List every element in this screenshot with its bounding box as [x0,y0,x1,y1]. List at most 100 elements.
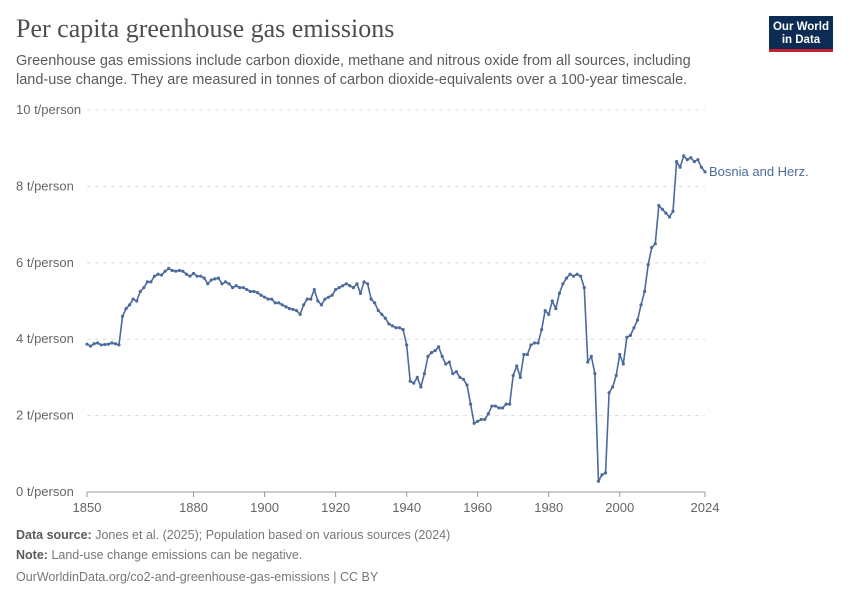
y-tick-label: 6 t/person [16,255,74,270]
data-point [412,381,416,385]
data-point [383,316,387,320]
data-point [415,375,419,379]
data-point [568,272,572,276]
data-point [703,170,707,174]
data-point [525,352,530,357]
data-point [103,342,107,347]
data-point [682,154,686,158]
data-point [532,341,537,345]
footer-note: Note: Land-use change emissions can be n… [16,548,302,562]
data-point [120,314,125,318]
data-point [603,471,608,475]
data-point [540,328,544,332]
data-point [607,391,611,395]
footer-url[interactable]: OurWorldinData.org/co2-and-greenhouse-ga… [16,570,379,584]
data-point [380,312,384,316]
data-point [149,280,153,284]
x-tick-label: 1850 [73,500,102,515]
data-point [511,373,515,378]
data-point [582,286,586,290]
data-point [145,280,149,284]
data-point [621,362,625,366]
owid-logo[interactable]: Our World in Data [769,16,833,52]
data-point [213,277,217,281]
data-point [199,274,203,278]
data-point [689,156,693,160]
data-point [202,276,206,280]
data-point [518,375,522,379]
data-point [429,350,434,355]
data-point [664,211,668,215]
data-point [273,301,277,305]
data-point [493,404,498,408]
data-point [341,284,345,288]
data-point [422,371,427,376]
data-point [394,326,398,330]
data-point [206,282,210,286]
data-point [490,404,494,408]
data-point [536,341,540,345]
data-point [106,342,110,346]
data-point [618,352,622,357]
data-point [635,318,640,322]
data-point [593,371,597,376]
data-point [444,362,448,366]
y-tick-label: 8 t/person [16,178,74,193]
data-point [628,333,633,337]
data-point [575,272,579,276]
data-point [447,360,451,364]
data-point [401,328,405,332]
data-point [355,282,359,286]
data-point [298,312,302,316]
data-point [476,419,480,423]
data-point [259,293,263,297]
data-point [245,287,249,292]
data-point [437,345,441,349]
data-point [461,377,466,381]
data-point [252,289,256,294]
data-point [191,271,196,276]
data-point [643,289,647,294]
data-point [309,297,313,301]
data-point [238,286,242,290]
data-point [231,286,235,290]
data-point [387,322,391,326]
data-point [216,276,221,280]
data-point [692,159,696,164]
data-point [454,370,458,374]
data-point [234,284,238,288]
data-point [326,295,331,299]
data-point [351,286,355,290]
y-tick-label: 0 t/person [16,484,74,499]
data-point [156,272,160,276]
data-point [419,385,423,389]
x-tick-label: 1980 [534,500,563,515]
data-point [287,307,292,311]
data-point [135,299,139,303]
data-point [554,307,558,311]
data-point [497,406,501,410]
data-point [316,299,320,303]
logo-line-1: Our World [772,21,829,33]
data-point [586,360,590,364]
data-point [344,282,348,286]
data-point [440,354,444,358]
data-point [408,379,412,383]
data-point [699,165,704,169]
data-point [305,297,309,301]
data-point [184,272,189,276]
data-point [472,421,476,425]
data-point [280,303,284,307]
data-point [579,274,583,278]
data-point [589,354,593,358]
data-point [138,289,142,294]
data-point [142,286,146,290]
data-point [284,305,288,309]
note-label: Note: [16,548,48,562]
series-line [86,155,706,483]
data-point [152,274,157,278]
x-tick-label: 1900 [250,500,279,515]
data-point [426,354,430,358]
x-tick-label: 1960 [463,500,492,515]
data-point [650,245,654,250]
